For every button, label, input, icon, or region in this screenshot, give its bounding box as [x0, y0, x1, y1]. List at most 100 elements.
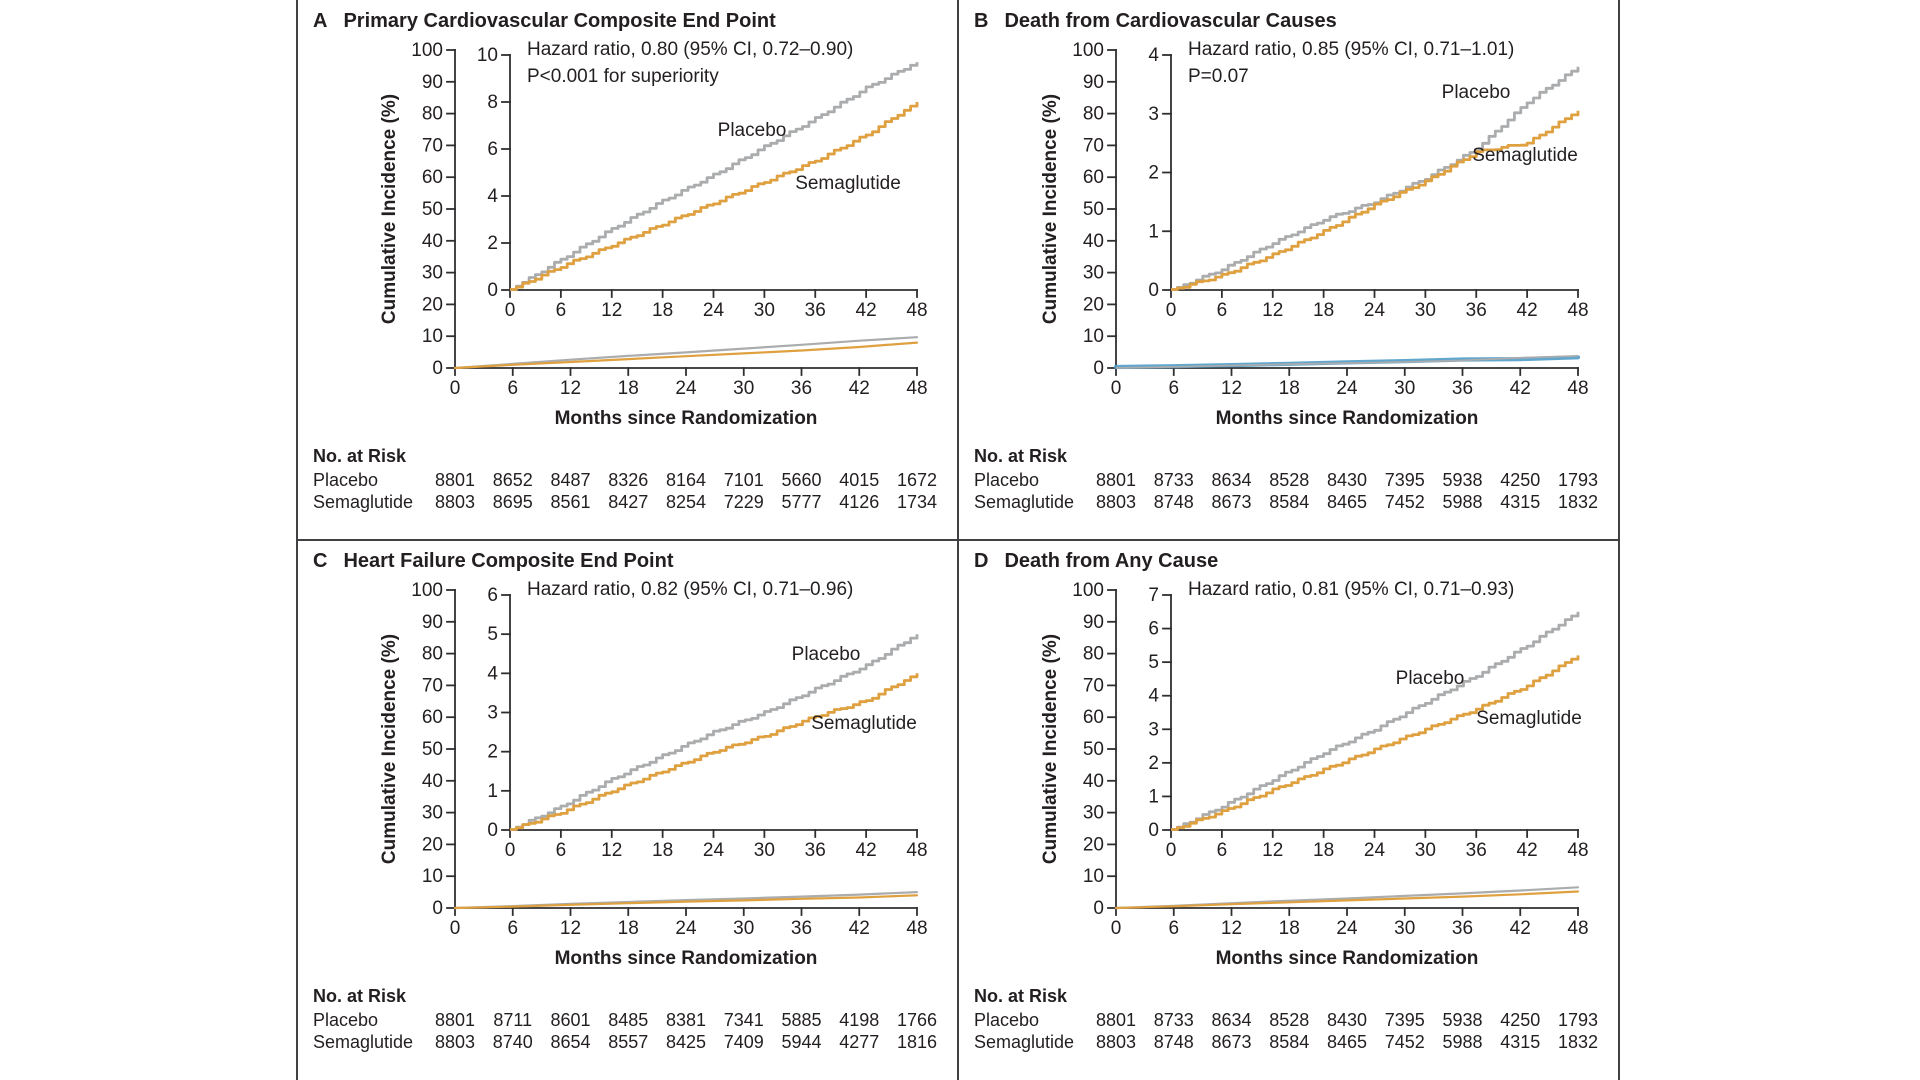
risk-row-semaglutide: Semaglutide 8803 8695 8561 8427 8254 7229 5777… [297, 492, 958, 514]
risk-value: 5885 [781, 1010, 822, 1030]
svg-text:1: 1 [1148, 221, 1159, 242]
svg-text:4: 4 [1148, 45, 1159, 66]
svg-text:30: 30 [754, 300, 775, 321]
svg-text:30: 30 [754, 840, 775, 861]
svg-text:36: 36 [805, 300, 826, 321]
hazard-ratio-text: Hazard ratio, 0.80 (95% CI, 0.72–0.90) [527, 39, 854, 60]
svg-text:30: 30 [733, 378, 754, 399]
hazard-annotation: Hazard ratio, 0.82 (95% CI, 0.71–0.96) [527, 576, 853, 603]
risk-value: 8487 [550, 470, 591, 490]
svg-text:30: 30 [1415, 840, 1436, 861]
risk-value: 1793 [1557, 470, 1599, 490]
svg-text:42: 42 [849, 918, 870, 939]
risk-value: 7229 [723, 492, 764, 512]
svg-text:42: 42 [1510, 378, 1531, 399]
svg-text:100: 100 [411, 580, 443, 601]
svg-text:90: 90 [422, 72, 443, 93]
risk-value: 7395 [1384, 470, 1425, 490]
svg-text:6: 6 [1148, 619, 1159, 640]
svg-text:3: 3 [1148, 719, 1159, 740]
risk-value: 8584 [1269, 492, 1310, 512]
panel-d-title-text: Death from Any Cause [1004, 550, 1219, 572]
svg-text:6: 6 [556, 300, 567, 321]
risk-value: 8673 [1211, 492, 1252, 512]
risk-value: 7409 [723, 1032, 764, 1052]
risk-row-placebo: Placebo 8801 8733 8634 8528 8430 7395 5938 4250… [958, 470, 1619, 492]
risk-value: 4315 [1500, 492, 1541, 512]
svg-text:90: 90 [1083, 72, 1104, 93]
svg-text:12: 12 [601, 300, 622, 321]
hazard-annotation: Hazard ratio, 0.81 (95% CI, 0.71–0.93) [1188, 576, 1514, 603]
risk-value: 5660 [781, 470, 822, 490]
semaglutide-curve-label: Semaglutide [811, 713, 917, 734]
risk-value: 8733 [1153, 1010, 1194, 1030]
risk-row-label: Placebo [974, 470, 1040, 490]
svg-text:2: 2 [1148, 753, 1159, 774]
risk-value: 8695 [492, 492, 533, 512]
svg-text:48: 48 [906, 300, 927, 321]
svg-text:0: 0 [1166, 300, 1177, 321]
svg-text:18: 18 [618, 378, 639, 399]
svg-text:24: 24 [1364, 300, 1386, 321]
risk-value: 8652 [492, 470, 533, 490]
svg-text:20: 20 [1083, 294, 1104, 315]
svg-text:0: 0 [1148, 820, 1159, 841]
svg-text:60: 60 [422, 707, 443, 728]
risk-value: 8748 [1153, 492, 1194, 512]
panel-b-title: B Death from Cardiovascular Causes [974, 10, 1337, 33]
svg-text:40: 40 [1083, 771, 1104, 792]
risk-value: 7101 [723, 470, 764, 490]
svg-text:10: 10 [1083, 326, 1104, 347]
svg-text:10: 10 [422, 326, 443, 347]
svg-text:6: 6 [507, 918, 518, 939]
svg-text:0: 0 [432, 358, 443, 379]
svg-text:40: 40 [1083, 231, 1104, 252]
svg-text:6: 6 [1217, 840, 1228, 861]
svg-text:6: 6 [1217, 300, 1228, 321]
svg-text:40: 40 [422, 231, 443, 252]
placebo-curve-label: Placebo [1441, 82, 1511, 103]
svg-text:12: 12 [1262, 840, 1283, 861]
svg-text:80: 80 [422, 644, 443, 665]
risk-value: 8803 [434, 492, 476, 512]
risk-value: 7452 [1384, 492, 1425, 512]
svg-text:90: 90 [1083, 612, 1104, 633]
svg-text:4: 4 [1148, 686, 1159, 707]
risk-row-placebo: Placebo 8801 8733 8634 8528 8430 7395 5938 4250… [958, 1010, 1619, 1032]
risk-value: 7452 [1384, 1032, 1425, 1052]
svg-text:48: 48 [906, 918, 927, 939]
svg-text:48: 48 [1567, 918, 1588, 939]
panel-a-letter: A [313, 10, 328, 32]
svg-text:12: 12 [1262, 300, 1283, 321]
svg-text:0: 0 [1111, 378, 1122, 399]
panel-d-title: D Death from Any Cause [974, 550, 1218, 573]
p-value-text: P<0.001 for superiority [527, 66, 719, 87]
svg-text:12: 12 [1221, 918, 1242, 939]
risk-value: 8561 [550, 492, 591, 512]
risk-value: 8528 [1269, 470, 1310, 490]
svg-text:10: 10 [477, 45, 498, 66]
risk-row-semaglutide: Semaglutide 8803 8748 8673 8584 8465 7452 5988… [958, 1032, 1619, 1054]
svg-text:36: 36 [791, 918, 812, 939]
semaglutide-curve-label: Semaglutide [795, 173, 901, 194]
risk-table-header: No. at Risk [313, 446, 407, 466]
risk-value: 5988 [1442, 492, 1483, 512]
x-axis-label: Months since Randomization [1215, 408, 1479, 429]
svg-text:3: 3 [487, 703, 498, 724]
svg-text:18: 18 [1313, 300, 1334, 321]
risk-table-header: No. at Risk [313, 986, 407, 1006]
risk-value: 8634 [1211, 470, 1252, 490]
svg-text:30: 30 [733, 918, 754, 939]
risk-value: 8740 [492, 1032, 533, 1052]
svg-text:0: 0 [432, 898, 443, 919]
svg-text:6: 6 [487, 585, 498, 606]
panel-c-title-text: Heart Failure Composite End Point [343, 550, 674, 572]
svg-text:50: 50 [1083, 199, 1104, 220]
svg-text:18: 18 [1279, 378, 1300, 399]
svg-text:18: 18 [1313, 840, 1334, 861]
svg-text:36: 36 [791, 378, 812, 399]
risk-value: 4126 [839, 492, 880, 512]
svg-text:42: 42 [856, 300, 877, 321]
risk-value: 8485 [608, 1010, 649, 1030]
